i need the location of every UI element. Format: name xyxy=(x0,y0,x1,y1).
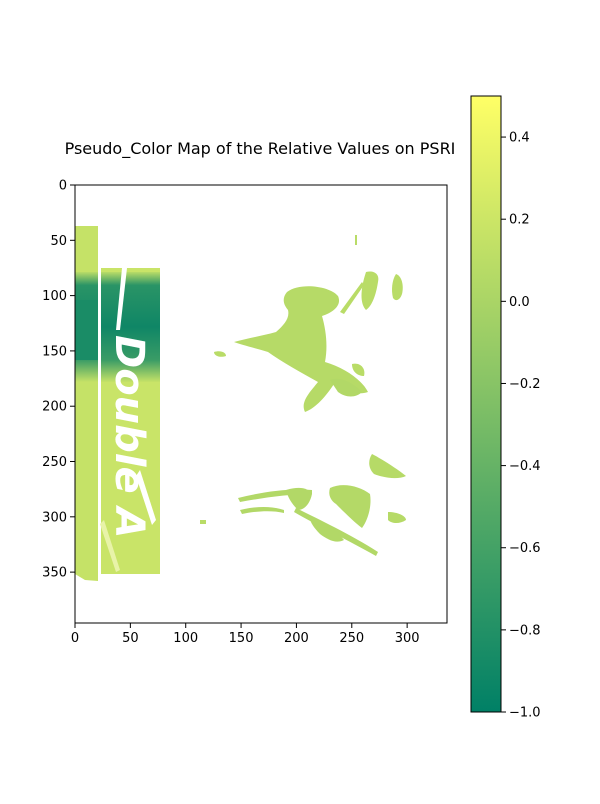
x-tick-label: 150 xyxy=(229,631,254,646)
leaf-small-2 xyxy=(352,363,365,376)
x-tick-label: 250 xyxy=(339,631,364,646)
image-content: Double A xyxy=(75,226,406,581)
y-axis: 0 50 100 150 200 250 300 350 xyxy=(42,179,75,581)
colorbar xyxy=(470,95,502,713)
label-streak-2 xyxy=(136,470,156,525)
colorbar-tick-label: −0.8 xyxy=(509,623,541,638)
leaf-small-4 xyxy=(355,235,357,245)
colorbar-tick-label: −0.4 xyxy=(509,459,541,474)
leaf-lower-main xyxy=(329,485,371,528)
y-tick-label: 150 xyxy=(42,344,67,359)
leaf-upper-right xyxy=(361,271,379,310)
colorbar-axis: 0.4 0.2 0.0 −0.2 −0.4 −0.6 −0.8 −1.0 xyxy=(501,131,541,721)
label-dark-band-left xyxy=(75,300,100,360)
label-streak-1 xyxy=(116,268,127,330)
y-tick-label: 300 xyxy=(42,510,67,525)
leaf-lower-right-2 xyxy=(388,512,406,523)
leaf-lower-right xyxy=(369,454,406,479)
colorbar-tick-label: −0.2 xyxy=(509,377,541,392)
leaf-small-1 xyxy=(214,351,226,357)
label-streak-3 xyxy=(100,520,120,572)
colorbar-tick-label: −0.6 xyxy=(509,541,541,556)
label-gap-line xyxy=(98,226,101,581)
axes-frame xyxy=(74,184,448,624)
label-text: Double A xyxy=(106,335,152,539)
colorbar-tick-label: 0.0 xyxy=(509,295,530,310)
y-tick-label: 200 xyxy=(42,400,67,415)
leaf-upper-streak xyxy=(340,282,364,314)
x-tick-label: 100 xyxy=(173,631,198,646)
x-tick-label: 0 xyxy=(71,631,79,646)
leaf-upper-branch xyxy=(330,378,362,397)
y-tick-label: 350 xyxy=(42,566,67,581)
y-tick-label: 100 xyxy=(42,289,67,304)
x-axis: 0 50 100 150 200 250 300 xyxy=(71,623,420,646)
leaf-lower-stem-4 xyxy=(240,507,284,514)
x-tick-label: 50 xyxy=(122,631,139,646)
y-tick-label: 0 xyxy=(59,179,67,194)
leaf-small-3 xyxy=(200,520,206,524)
colorbar-tick-label: 0.4 xyxy=(509,131,530,146)
y-tick-label: 50 xyxy=(50,234,67,249)
y-tick-label: 250 xyxy=(42,455,67,470)
colorbar-tick-label: −1.0 xyxy=(509,706,541,721)
x-tick-label: 200 xyxy=(284,631,309,646)
colorbar-tick-label: 0.2 xyxy=(509,213,530,228)
x-tick-label: 300 xyxy=(395,631,420,646)
chart-title: Pseudo_Color Map of the Relative Values … xyxy=(65,139,456,159)
leaf-lower-left xyxy=(310,518,344,542)
leaf-lower-stem-2 xyxy=(286,487,312,510)
leaf-upper-far-right xyxy=(392,274,403,301)
